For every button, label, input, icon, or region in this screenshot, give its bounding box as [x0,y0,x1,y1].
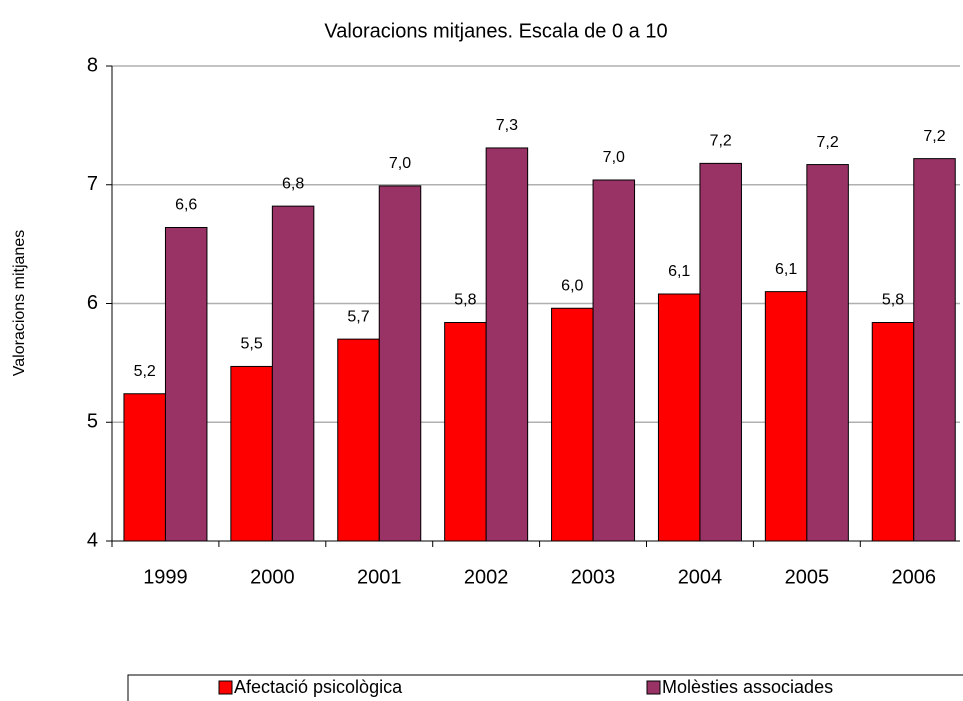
bar [764,291,808,542]
bar [657,293,701,542]
value-label: 5,2 [134,363,156,380]
bar [699,162,742,542]
bar [378,185,422,542]
x-tick-label: 2006 [892,566,937,588]
value-label: 7,2 [816,134,838,151]
value-label: 7,3 [496,117,518,134]
x-tick-label: 1999 [143,566,188,588]
bar [164,227,208,542]
legend-box [127,674,963,701]
bar [913,158,956,542]
x-tick-label: 2000 [250,566,295,588]
x-tick-label: 2005 [785,566,830,588]
value-label: 5,5 [240,336,262,353]
bar [230,365,273,542]
bar [592,179,636,542]
bar [806,164,849,542]
bar [485,147,529,542]
value-label: 6,1 [775,261,797,278]
bar [551,307,594,542]
value-label: 7,2 [923,128,945,145]
bar [337,338,380,542]
x-tick-label: 2001 [357,566,402,588]
bar [271,205,315,542]
legend-swatch [218,680,233,695]
value-label: 5,8 [882,292,904,309]
y-tick-label: 8 [87,54,98,76]
x-tick-label: 2003 [571,566,616,588]
x-tick-label: 2002 [464,566,509,588]
y-tick-label: 7 [87,173,98,195]
y-tick-label: 5 [87,411,98,433]
value-label: 7,2 [710,133,732,150]
y-tick-label: 6 [87,292,98,314]
value-label: 7,0 [603,149,625,166]
value-label: 7,0 [389,155,411,172]
bar [871,322,915,542]
value-label: 6,8 [282,175,304,192]
legend-label: Afectació psicològica [234,677,403,697]
value-label: 6,1 [668,263,690,280]
legend-label: Molèsties associades [662,677,833,697]
y-tick-label: 4 [87,529,98,551]
x-tick-label: 2004 [678,566,723,588]
legend-swatch [646,680,661,695]
value-label: 5,7 [347,308,369,325]
value-label: 6,6 [175,197,197,214]
value-label: 6,0 [561,277,583,294]
value-label: 5,8 [454,292,476,309]
chart-title: Valoracions mitjanes. Escala de 0 a 10 [324,20,667,42]
bar [123,393,166,542]
bar [444,322,487,542]
y-axis-label: Valoracions mitjanes [11,230,28,376]
